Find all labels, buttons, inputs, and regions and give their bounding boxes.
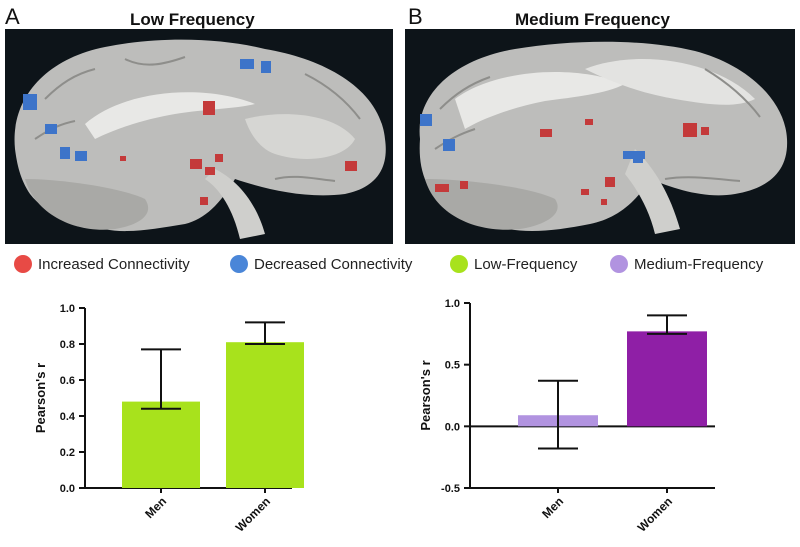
panel-letter-b: B xyxy=(408,4,423,29)
y-tick-label: 0.8 xyxy=(60,339,75,351)
legend: Increased Connectivity Decreased Connect… xyxy=(0,250,800,278)
y-tick-label: 0.2 xyxy=(60,447,75,459)
legend-item-medium-frequency: Medium-Frequency xyxy=(610,250,763,278)
x-category-label-men: Men xyxy=(142,494,169,521)
x-category-label-women: Women xyxy=(233,494,273,534)
legend-swatch-low-frequency xyxy=(450,255,468,273)
bar-chart-low-frequency: 0.0 0.2 0.4 0.6 0.8 1.0 Pearson's r Men Women xyxy=(33,303,304,535)
y-tick-label: 0.6 xyxy=(60,375,75,387)
panel-title-low-frequency: Low Frequency xyxy=(130,10,255,29)
panel-title-medium-frequency: Medium Frequency xyxy=(515,10,670,29)
legend-label-increased: Increased Connectivity xyxy=(38,255,190,273)
y-tick-label: 0.4 xyxy=(60,411,76,423)
brain-sagittal-illustration-b xyxy=(419,41,788,234)
legend-swatch-increased xyxy=(14,255,32,273)
legend-item-low-frequency: Low-Frequency xyxy=(450,250,577,278)
brain-sagittal-illustration-a xyxy=(14,39,386,239)
bar-women xyxy=(226,342,304,488)
legend-item-decreased: Decreased Connectivity xyxy=(230,250,412,278)
bar-women xyxy=(627,331,707,427)
bar-men xyxy=(122,401,200,488)
panel-letter-a: A xyxy=(5,4,20,29)
y-tick-label: 0.0 xyxy=(445,421,460,433)
bar-chart-medium-frequency: -0.5 0.0 0.5 1.0 Pearson's r Men Women xyxy=(418,298,715,535)
y-tick-label: 1.0 xyxy=(60,303,75,315)
x-category-label-men: Men xyxy=(539,494,566,521)
y-axis-label: Pearson's r xyxy=(418,360,433,430)
legend-label-decreased: Decreased Connectivity xyxy=(254,255,413,273)
y-tick-label: 0.0 xyxy=(60,483,75,495)
legend-item-increased: Increased Connectivity xyxy=(14,250,190,278)
brain-image-low-frequency xyxy=(5,29,393,244)
y-tick-label: -0.5 xyxy=(441,483,460,495)
y-tick-label: 1.0 xyxy=(445,298,460,310)
legend-label-medium-frequency: Medium-Frequency xyxy=(634,255,764,273)
brain-image-medium-frequency xyxy=(405,29,795,244)
x-category-label-women: Women xyxy=(635,494,675,534)
y-axis-label: Pearson's r xyxy=(33,363,48,433)
y-tick-label: 0.5 xyxy=(445,360,460,372)
legend-swatch-medium-frequency xyxy=(610,255,628,273)
legend-swatch-decreased xyxy=(230,255,248,273)
legend-label-low-frequency: Low-Frequency xyxy=(474,255,578,273)
